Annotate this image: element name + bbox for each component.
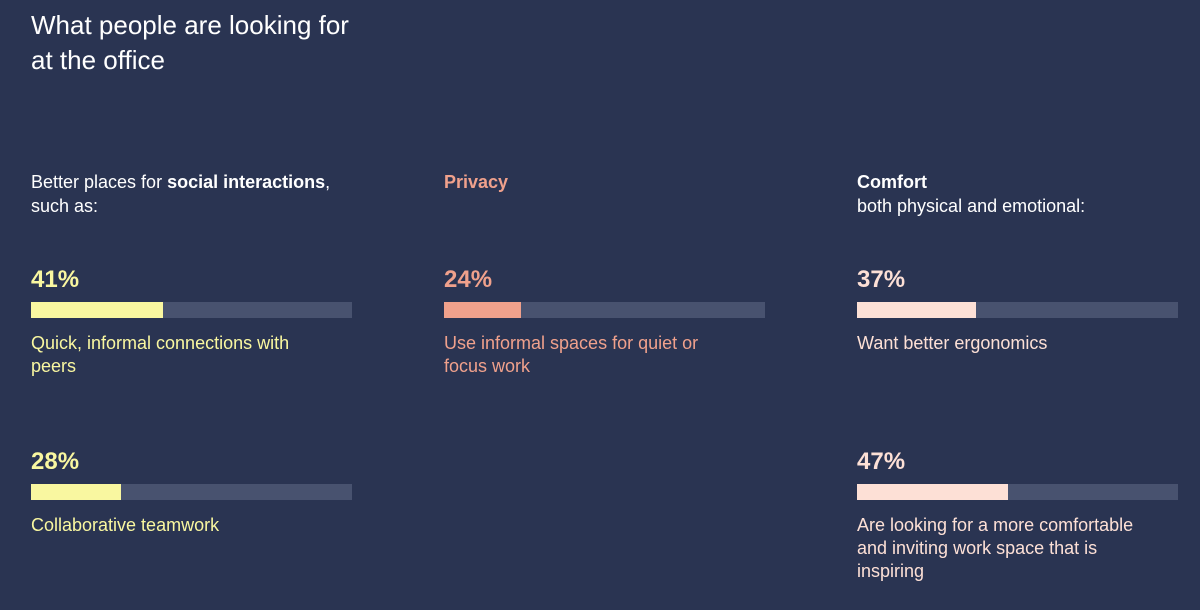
- stat-value: 24%: [444, 266, 493, 293]
- stat-item: 41% Quick, informal connections with pee…: [31, 265, 353, 376]
- column-comfort-heading: Comfort both physical and emotional:: [857, 170, 1179, 218]
- heading-text: Better places for: [31, 172, 168, 192]
- stat-value: 28%: [31, 448, 80, 475]
- bar-fill: [857, 484, 1008, 500]
- stat-item: 24% Use informal spaces for quiet or foc…: [444, 265, 766, 376]
- stat-item: 37% Want better ergonomics: [857, 265, 1179, 353]
- bar-fill: [31, 302, 163, 318]
- column-privacy: Privacy 24% Use informal spaces for quie…: [444, 170, 766, 376]
- stat-value: 41%: [31, 266, 80, 293]
- column-comfort: Comfort both physical and emotional: 37% …: [857, 170, 1179, 581]
- bar-track: [857, 484, 1178, 500]
- page-title: What people are looking for at the offic…: [31, 8, 451, 78]
- stat-label: Quick, informal connections with peers: [31, 333, 290, 376]
- bar-track: [444, 302, 765, 318]
- bar-track: [31, 484, 352, 500]
- title-line-1: What people are looking for: [31, 10, 349, 40]
- column-social: Better places for social interactions, s…: [31, 170, 353, 535]
- heading-bold: social interactions: [167, 172, 326, 192]
- stat-value: 37%: [857, 266, 906, 293]
- heading-bold: Comfort: [857, 172, 927, 192]
- heading-text: both physical and emotional:: [857, 196, 1086, 216]
- bar-fill: [857, 302, 976, 318]
- stat-label: Collaborative teamwork: [31, 515, 220, 535]
- bar-track: [31, 302, 352, 318]
- column-privacy-heading: Privacy: [444, 170, 766, 194]
- stat-value: 47%: [857, 448, 906, 475]
- bar-fill: [444, 302, 522, 318]
- title-line-2: at the office: [31, 45, 165, 75]
- stat-label: Are looking for a more comfortable and i…: [857, 515, 1134, 581]
- stat-label: Use informal spaces for quiet or focus w…: [444, 333, 699, 376]
- bar-fill: [31, 484, 121, 500]
- stat-label: Want better ergonomics: [857, 333, 1048, 353]
- column-social-heading: Better places for social interactions, s…: [31, 170, 353, 218]
- heading-text: , such as:: [31, 172, 331, 216]
- stat-item: 47% Are looking for a more comfortable a…: [857, 447, 1179, 581]
- bar-track: [857, 302, 1178, 318]
- stat-item: 28% Collaborative teamwork: [31, 447, 353, 535]
- heading-bold: Privacy: [444, 172, 509, 192]
